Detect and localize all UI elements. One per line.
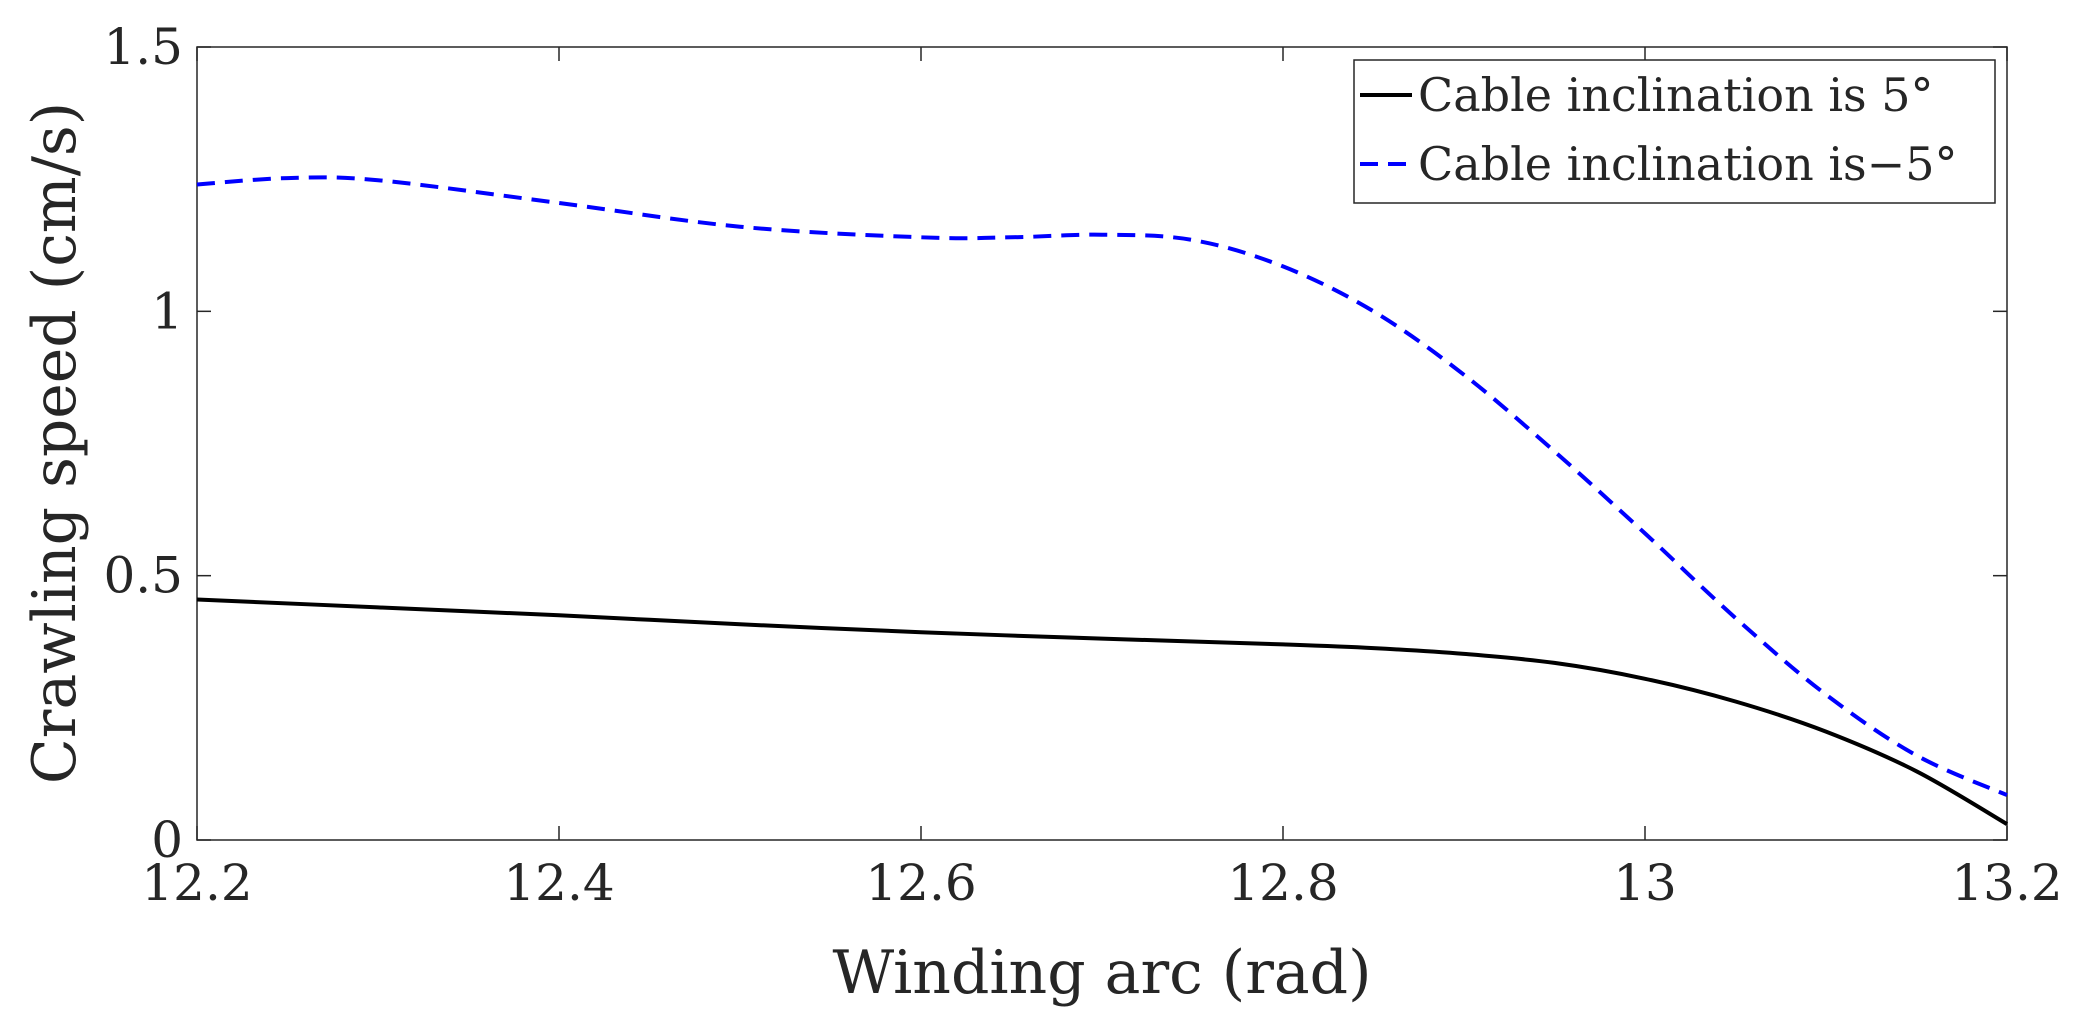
- legend: Cable inclination is 5° Cable inclinatio…: [1353, 59, 1996, 204]
- series-line-1: [196, 597, 2009, 826]
- y-tick-labels: 0 0.5 1 1.5: [103, 18, 183, 869]
- legend-label-series-2: Cable inclination is−5°: [1418, 137, 1957, 191]
- x-tick-label: 12.4: [503, 854, 614, 912]
- y-axis-label: Crawling speed (cm/s): [20, 102, 90, 784]
- legend-label-series-1: Cable inclination is 5°: [1418, 68, 1934, 122]
- y-tick-label: 0.5: [103, 547, 183, 605]
- x-tick-labels: 12.2 12.4 12.6 12.8 13 13.2: [141, 854, 2062, 912]
- x-tick-label: 12.2: [141, 854, 252, 912]
- x-axis-label: Winding arc (rad): [833, 938, 1372, 1008]
- x-tick-label: 13: [1613, 854, 1677, 912]
- y-tick-label: 1.5: [103, 18, 183, 76]
- y-tick-label: 0: [151, 811, 183, 869]
- y-tick-label: 1: [151, 282, 183, 340]
- x-tick-label: 12.6: [865, 854, 976, 912]
- axis-ticks: [196, 46, 2008, 841]
- x-tick-label: 13.2: [1951, 854, 2062, 912]
- legend-box: [1353, 59, 1996, 204]
- series-line-2: [196, 175, 2008, 797]
- x-tick-label: 12.8: [1227, 854, 1338, 912]
- series-layer: [196, 175, 2009, 826]
